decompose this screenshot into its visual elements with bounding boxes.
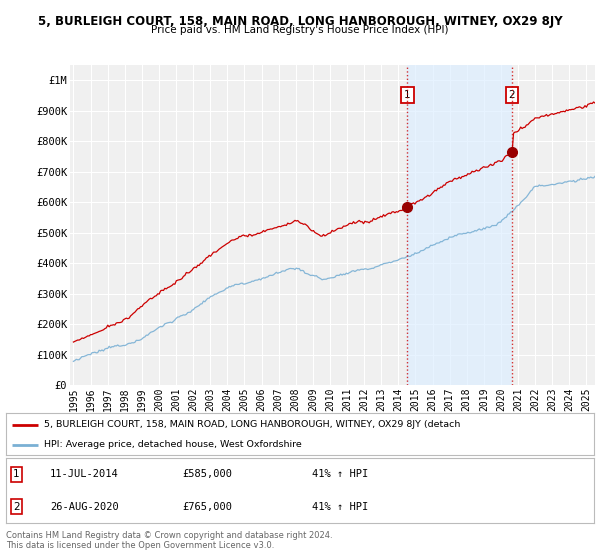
Text: HPI: Average price, detached house, West Oxfordshire: HPI: Average price, detached house, West… xyxy=(44,440,302,449)
Text: 2: 2 xyxy=(13,502,20,512)
Text: 5, BURLEIGH COURT, 158, MAIN ROAD, LONG HANBOROUGH, WITNEY, OX29 8JY (detach: 5, BURLEIGH COURT, 158, MAIN ROAD, LONG … xyxy=(44,420,461,430)
Text: 1: 1 xyxy=(404,90,411,100)
Text: 5, BURLEIGH COURT, 158, MAIN ROAD, LONG HANBOROUGH, WITNEY, OX29 8JY: 5, BURLEIGH COURT, 158, MAIN ROAD, LONG … xyxy=(38,15,562,27)
Text: 2: 2 xyxy=(509,90,515,100)
Text: Price paid vs. HM Land Registry's House Price Index (HPI): Price paid vs. HM Land Registry's House … xyxy=(151,25,449,35)
Text: £585,000: £585,000 xyxy=(182,469,232,479)
Text: Contains HM Land Registry data © Crown copyright and database right 2024.
This d: Contains HM Land Registry data © Crown c… xyxy=(6,530,332,550)
Text: 41% ↑ HPI: 41% ↑ HPI xyxy=(312,502,368,512)
Text: 41% ↑ HPI: 41% ↑ HPI xyxy=(312,469,368,479)
Text: 26-AUG-2020: 26-AUG-2020 xyxy=(50,502,119,512)
Text: 11-JUL-2014: 11-JUL-2014 xyxy=(50,469,119,479)
Text: £765,000: £765,000 xyxy=(182,502,232,512)
Text: 1: 1 xyxy=(13,469,20,479)
Bar xyxy=(407,65,512,385)
